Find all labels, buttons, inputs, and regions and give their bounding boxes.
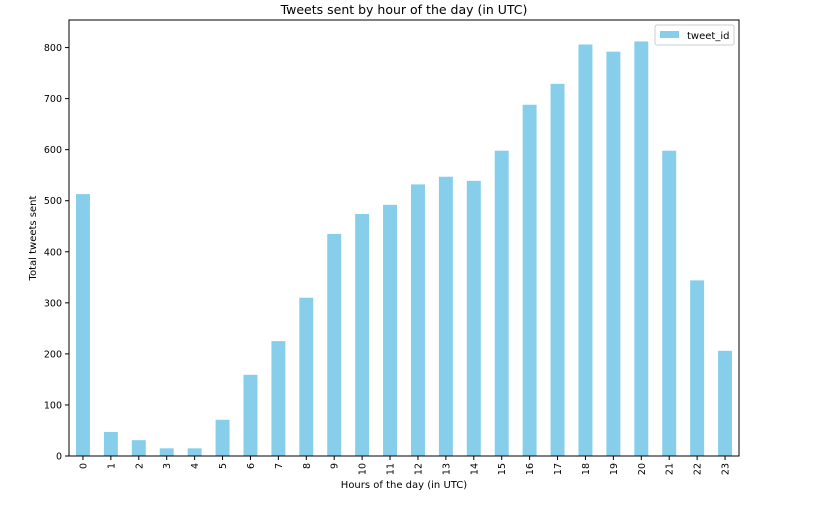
x-tick-label: 9 [330,463,341,469]
bar-hour-4 [187,448,202,456]
legend-box [654,24,735,46]
x-tick-label: 19 [609,463,620,475]
bar-hour-2 [131,440,146,456]
bar-hour-9 [327,233,342,456]
bar-hour-23 [718,350,733,456]
bar-hour-19 [606,51,621,457]
plot-frame [68,19,740,457]
x-tick-label: 5 [218,463,229,469]
bar-hour-7 [271,341,286,456]
bar-hour-11 [383,204,398,456]
x-tick-label: 8 [302,463,313,469]
x-tick-label: 12 [413,463,424,475]
bar-hour-20 [634,41,649,456]
bar-hour-14 [466,180,481,456]
y-tick-label: 0 [56,452,62,463]
y-tick-label: 400 [44,247,62,258]
bar-hour-3 [159,448,174,456]
x-tick-label: 21 [665,463,676,475]
bar-hour-6 [243,374,258,456]
y-tick-label: 500 [44,196,62,207]
bar-hour-15 [494,150,509,457]
y-tick-label: 100 [44,400,62,411]
x-tick-label: 22 [693,463,704,475]
bar-hour-13 [438,176,453,457]
y-tick-label: 700 [44,94,62,105]
x-axis-label: Hours of the day (in UTC) [341,480,467,491]
x-tick-label: 10 [358,463,369,475]
x-tick-label: 23 [721,463,732,475]
x-tick-label: 15 [497,463,508,475]
bar-hour-12 [410,184,425,457]
x-tick-label: 16 [525,463,536,475]
y-tick-label: 200 [44,349,62,360]
y-tick-label: 800 [44,43,62,54]
x-tick-label: 17 [553,463,564,475]
y-axis-label: Total tweets sent [28,195,39,281]
bar-hour-8 [299,297,314,456]
x-axis-ticks: 0 1 2 3 4 5 6 7 8 9 10 11 12 13 14 15 16 17 18 19 20 21 22 23 [78,456,732,475]
x-tick-label: 13 [441,463,452,475]
legend-label: tweet_id [687,31,729,42]
x-tick-label: 1 [106,463,117,469]
bar-hour-16 [522,104,537,456]
bar-group [75,41,733,457]
chart-title: Tweets sent by hour of the day (in UTC) [280,2,528,17]
bar-hour-5 [215,419,230,456]
legend-swatch [660,31,679,38]
legend: tweet_id [654,24,735,46]
x-tick-label: 2 [134,463,145,469]
x-tick-label: 3 [162,463,173,469]
x-tick-label: 6 [246,463,257,469]
bar-hour-0 [75,194,90,456]
y-tick-label: 300 [44,298,62,309]
x-tick-label: 18 [581,463,592,475]
x-tick-label: 0 [78,463,89,469]
bar-hour-22 [690,280,705,456]
bar-hour-18 [578,44,593,456]
x-tick-label: 14 [469,463,480,475]
y-tick-label: 600 [44,145,62,156]
bar-hour-17 [550,83,565,457]
x-tick-label: 7 [274,463,285,469]
x-tick-label: 20 [637,463,648,475]
x-tick-label: 11 [386,463,397,475]
y-axis-ticks: 0 100 200 300 400 500 600 700 800 [44,43,69,463]
bar-hour-21 [662,150,677,457]
bar-hour-1 [103,432,118,456]
bar-hour-10 [355,214,370,456]
x-tick-label: 4 [190,463,201,469]
